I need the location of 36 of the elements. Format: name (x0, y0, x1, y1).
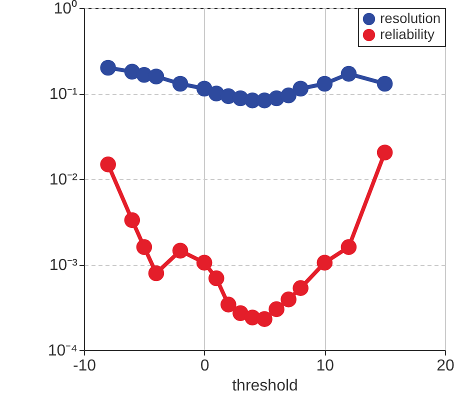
y-tick-label: 10⁻² (49, 172, 78, 188)
x-axis-title: threshold (232, 378, 298, 394)
x-tick-label: 0 (200, 358, 210, 374)
y-tick-label: 10⁻³ (49, 257, 78, 274)
point (124, 212, 140, 228)
point (292, 80, 309, 97)
point (172, 76, 188, 92)
point (340, 66, 357, 82)
y-tick-label: 10⁻¹ (49, 86, 78, 103)
point (196, 254, 212, 271)
y-tick-label: 10⁰ (54, 0, 78, 18)
point (376, 144, 393, 160)
point (280, 292, 296, 308)
point (172, 242, 188, 259)
point (340, 239, 357, 255)
point (256, 311, 272, 327)
point (148, 68, 164, 84)
legend-label: reliability (380, 26, 434, 42)
point (268, 301, 284, 318)
point (316, 76, 333, 92)
point (292, 280, 309, 296)
point (148, 265, 164, 282)
x-tick-label: -10 (72, 358, 96, 374)
point (208, 270, 224, 286)
point (376, 76, 393, 92)
point (220, 296, 236, 312)
point (100, 60, 116, 76)
point (280, 88, 296, 104)
point (100, 156, 116, 172)
point (196, 80, 212, 97)
legend-label: resolution (380, 10, 441, 26)
y-tick-label: 10⁻⁴ (48, 342, 78, 360)
x-tick-label: 10 (316, 358, 334, 374)
x-tick-label: 20 (436, 358, 454, 374)
point (316, 254, 333, 271)
point (136, 239, 152, 255)
